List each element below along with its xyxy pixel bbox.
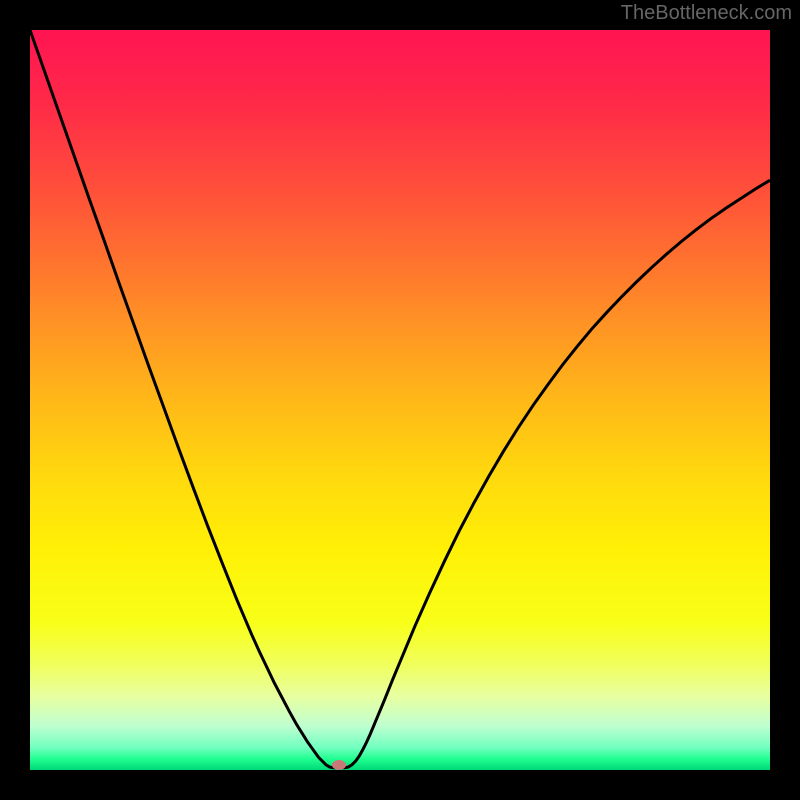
bottleneck-curve xyxy=(30,30,770,768)
plot-area xyxy=(30,30,770,770)
watermark-text: TheBottleneck.com xyxy=(621,2,792,25)
curve-layer xyxy=(30,30,770,770)
minimum-marker xyxy=(332,760,346,770)
chart-container: TheBottleneck.com xyxy=(0,0,800,800)
